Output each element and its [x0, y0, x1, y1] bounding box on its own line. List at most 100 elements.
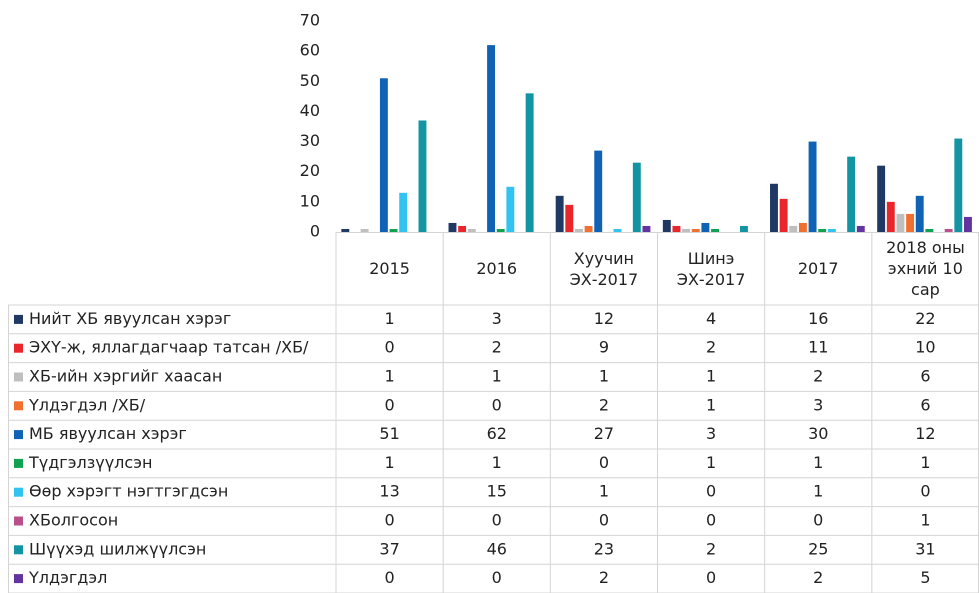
- bar: [379, 78, 388, 233]
- table-cell: 62: [487, 424, 507, 443]
- table-cell: 2: [599, 568, 609, 587]
- table-cell: 15: [487, 482, 507, 501]
- legend-label: МБ явуулсан хэрэг: [29, 424, 187, 443]
- legend-swatch: [14, 516, 23, 526]
- bar: [798, 222, 807, 232]
- table-cell: 0: [920, 482, 930, 501]
- table-cell: 25: [808, 539, 828, 558]
- table-cell: 30: [808, 424, 828, 443]
- table-cell: 16: [808, 309, 828, 328]
- legend-label: ХБолгосон: [29, 511, 118, 530]
- table-cell: 9: [599, 338, 609, 357]
- y-tick-label: 40: [300, 101, 320, 120]
- legend-swatch: [14, 545, 23, 555]
- table-cell: 27: [594, 424, 614, 443]
- table-cell: 1: [813, 453, 823, 472]
- table-cell: 1: [492, 367, 502, 386]
- table-cell: 2: [706, 539, 716, 558]
- legend-label: ЭХҮ-ж, яллагдагчаар татсан /ХБ/: [29, 338, 309, 357]
- table-cell: 3: [706, 424, 716, 443]
- bar: [925, 228, 934, 232]
- table-cell: 0: [384, 395, 394, 414]
- table-cell: 0: [706, 568, 716, 587]
- bar: [779, 198, 788, 232]
- bar: [886, 201, 895, 232]
- bar: [827, 228, 836, 232]
- legend-label: Шүүхэд шилжүүлсэн: [29, 539, 206, 558]
- bar: [847, 156, 856, 232]
- table-cell: 1: [920, 511, 930, 530]
- table-cell: 0: [492, 511, 502, 530]
- table-cell: 1: [384, 367, 394, 386]
- legend-swatch: [14, 314, 23, 324]
- y-tick-label: 20: [300, 161, 320, 180]
- table-cell: 0: [706, 482, 716, 501]
- bar: [418, 120, 427, 232]
- table-cell: 0: [384, 338, 394, 357]
- bar: [856, 225, 865, 232]
- bar: [906, 213, 915, 232]
- table-cell: 1: [706, 367, 716, 386]
- table-cell: 0: [492, 568, 502, 587]
- bar: [740, 225, 748, 232]
- table-cell: 2: [706, 338, 716, 357]
- bar: [662, 219, 671, 232]
- table-cell: 10: [915, 338, 935, 357]
- legend-swatch: [14, 401, 23, 411]
- table-cell: 22: [915, 309, 935, 328]
- table-cell: 1: [599, 367, 609, 386]
- bar: [341, 228, 350, 232]
- legend-label: ХБ-ийн хэргийг хаасан: [29, 367, 222, 386]
- x-tick-label: 2015: [369, 259, 410, 278]
- bar: [399, 192, 408, 232]
- bar: [613, 228, 622, 232]
- legend-swatch: [14, 487, 23, 497]
- table-cell: 2: [599, 395, 609, 414]
- table-cell: 3: [492, 309, 502, 328]
- table-cell: 0: [706, 511, 716, 530]
- table-cell: 5: [920, 568, 930, 587]
- bar: [555, 195, 564, 232]
- bar: [954, 138, 963, 232]
- bar: [389, 228, 398, 232]
- bar: [701, 222, 710, 232]
- table-cell: 0: [599, 511, 609, 530]
- table-cell: 1: [813, 482, 823, 501]
- bar: [877, 165, 886, 232]
- bar: [789, 225, 798, 232]
- table-cell: 51: [379, 424, 399, 443]
- y-tick-label: 10: [300, 191, 320, 210]
- legend-label: Үлдэгдэл: [28, 568, 107, 587]
- x-tick-label: 2016: [476, 259, 518, 278]
- bar: [682, 228, 691, 232]
- bar: [487, 45, 496, 232]
- y-tick-label: 0: [310, 222, 320, 241]
- table-cell: 1: [920, 453, 930, 472]
- y-tick-label: 30: [300, 131, 320, 150]
- x-tick-label: 2018 оны эхний 10 сар: [886, 238, 965, 299]
- bar: [594, 150, 603, 232]
- legend-label: Түдгэлзүүлсэн: [28, 453, 152, 472]
- y-tick-label: 70: [300, 11, 320, 30]
- legend-swatch: [14, 430, 23, 440]
- legend-swatch: [14, 574, 23, 584]
- table-cell: 4: [706, 309, 716, 328]
- table-cell: 2: [813, 568, 823, 587]
- table-cell: 1: [384, 309, 394, 328]
- bar: [963, 216, 972, 232]
- x-tick-label: Хуучин ЭХ-2017: [569, 248, 639, 289]
- legend-label: Нийт ХБ явуулсан хэрэг: [29, 309, 231, 328]
- bar: [458, 225, 467, 232]
- table-cell: 0: [813, 511, 823, 530]
- x-tick-label: Шинэ ЭХ-2017: [676, 248, 746, 289]
- bar: [915, 195, 924, 232]
- bar: [808, 141, 817, 232]
- bar: [818, 228, 827, 232]
- bar: [896, 213, 905, 232]
- table-cell: 6: [920, 367, 930, 386]
- bar: [642, 225, 651, 232]
- bar: [448, 222, 457, 232]
- legend-swatch: [14, 343, 23, 353]
- legend-swatch: [14, 372, 23, 382]
- bar: [565, 204, 574, 232]
